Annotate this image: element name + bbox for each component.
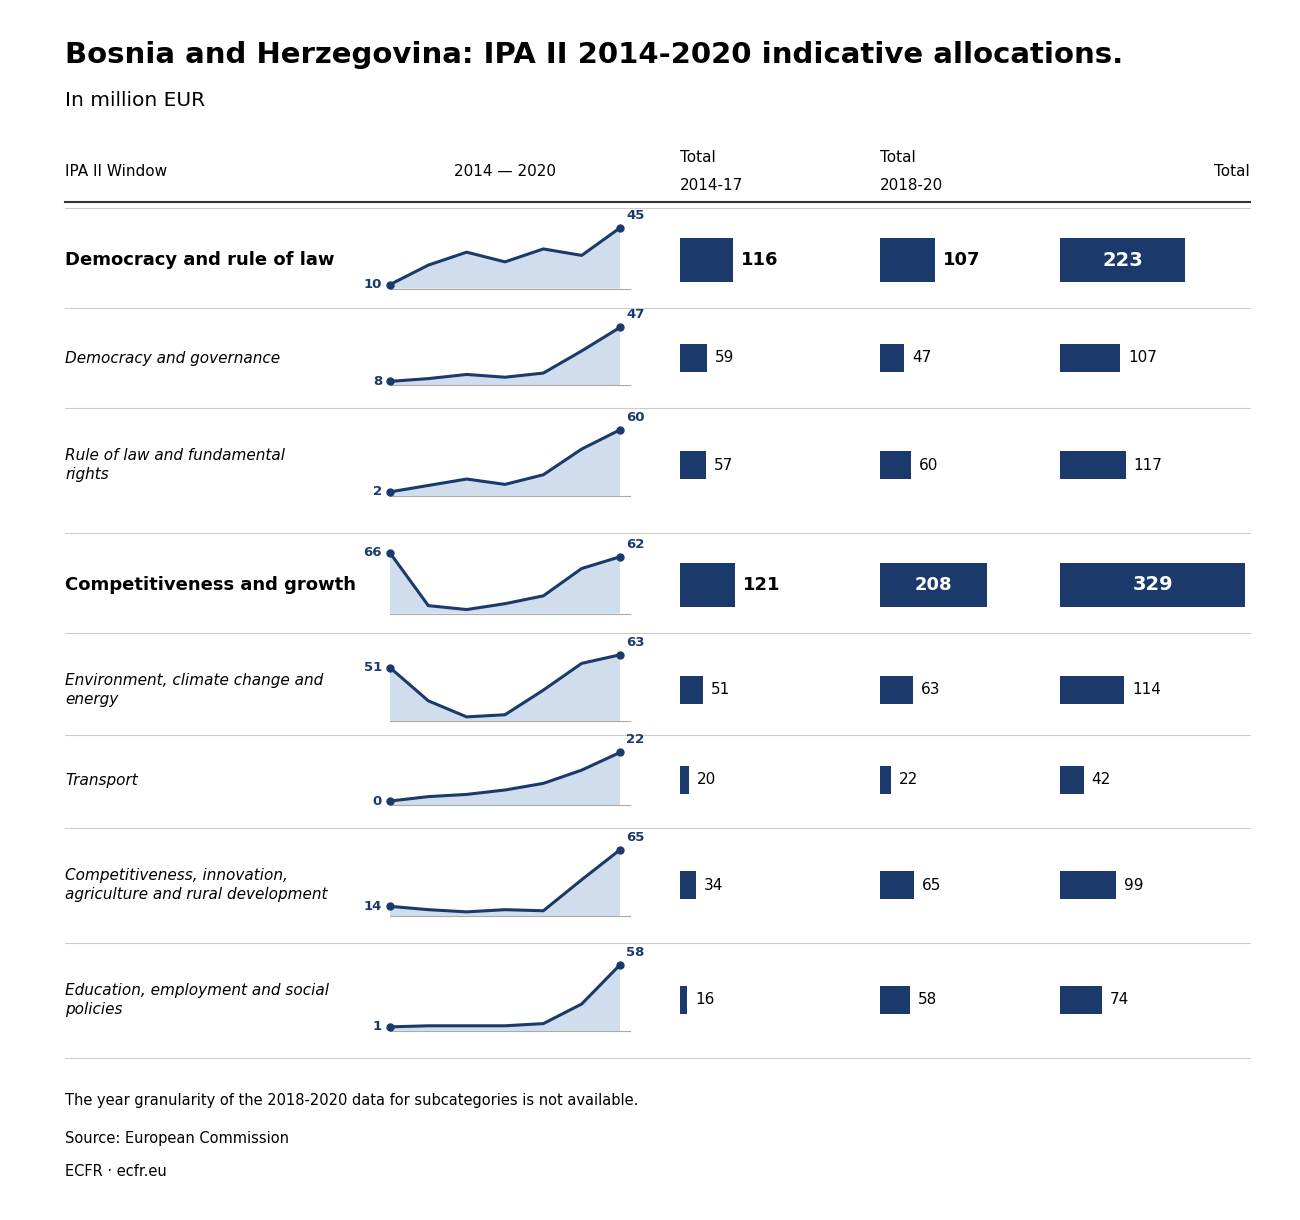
Text: Competitiveness and growth: Competitiveness and growth [65,576,356,594]
Polygon shape [390,553,620,614]
Bar [680,344,707,372]
Text: 58: 58 [918,993,937,1008]
Polygon shape [390,965,620,1031]
Text: ECFR · ecfr.eu: ECFR · ecfr.eu [65,1165,166,1180]
Text: 16: 16 [696,993,715,1008]
Bar [880,238,935,282]
Text: 1: 1 [373,1020,382,1033]
Bar [680,766,689,794]
Text: 60: 60 [627,411,645,423]
Bar [880,676,913,704]
Text: 22: 22 [900,772,919,787]
Text: 107: 107 [944,251,980,268]
Text: 223: 223 [1102,250,1143,270]
Bar [880,562,988,608]
Polygon shape [390,228,620,289]
Polygon shape [390,429,620,495]
Text: Total: Total [680,150,716,166]
Text: 65: 65 [627,831,645,844]
Text: 51: 51 [364,661,382,675]
Text: Rule of law and fundamental
rights: Rule of law and fundamental rights [65,448,285,482]
Bar [680,562,736,608]
Text: 8: 8 [373,375,382,388]
Text: 114: 114 [1132,682,1161,698]
Text: 42: 42 [1092,772,1112,787]
Text: 20: 20 [697,772,716,787]
Text: IPA II Window: IPA II Window [65,165,168,179]
Text: Democracy and governance: Democracy and governance [65,350,280,366]
Text: 2014-17: 2014-17 [680,178,744,194]
Bar [1060,871,1115,899]
Text: 47: 47 [627,309,645,321]
Text: The year granularity of the 2018-2020 data for subcategories is not available.: The year granularity of the 2018-2020 da… [65,1092,638,1108]
Polygon shape [390,850,620,916]
Bar [1060,766,1084,794]
Text: Education, employment and social
policies: Education, employment and social policie… [65,982,329,1017]
Text: 65: 65 [922,877,941,893]
Bar [1060,986,1101,1014]
Bar [1060,451,1126,479]
Bar [880,871,914,899]
Text: 63: 63 [627,636,645,649]
Text: 66: 66 [364,547,382,559]
Text: Democracy and rule of law: Democracy and rule of law [65,251,334,268]
Text: 99: 99 [1123,877,1143,893]
Text: 58: 58 [627,946,645,959]
Bar [1060,344,1121,372]
Text: 63: 63 [920,682,940,698]
Bar [880,766,892,794]
Text: Competitiveness, innovation,
agriculture and rural development: Competitiveness, innovation, agriculture… [65,867,328,903]
Bar [880,451,911,479]
Text: 329: 329 [1132,576,1173,594]
Polygon shape [390,327,620,386]
Bar [1060,238,1186,282]
Text: In million EUR: In million EUR [65,90,205,110]
Text: Environment, climate change and
energy: Environment, climate change and energy [65,672,324,708]
Text: 10: 10 [364,278,382,292]
Text: 60: 60 [919,458,939,472]
Text: 117: 117 [1134,458,1162,472]
Text: Bosnia and Herzegovina: IPA II 2014-2020 indicative allocations.: Bosnia and Herzegovina: IPA II 2014-2020… [65,41,1123,70]
Text: 121: 121 [744,576,781,594]
Bar [680,238,733,282]
Text: Transport: Transport [65,772,138,787]
Text: 22: 22 [627,733,645,747]
Text: 34: 34 [703,877,723,893]
Text: 51: 51 [711,682,731,698]
Text: Total: Total [880,150,915,166]
Text: 74: 74 [1110,993,1128,1008]
Text: 59: 59 [715,350,734,366]
Text: 0: 0 [373,794,382,808]
Bar [880,344,905,372]
Text: 2014 — 2020: 2014 — 2020 [454,165,556,179]
Text: 2018-20: 2018-20 [880,178,944,194]
Bar [1060,676,1124,704]
Text: 57: 57 [714,458,733,472]
Polygon shape [390,753,620,805]
Text: 14: 14 [364,900,382,913]
Text: Source: European Commission: Source: European Commission [65,1131,289,1146]
Bar [680,676,703,704]
Bar [680,451,706,479]
Text: 62: 62 [627,538,645,550]
Bar [880,986,910,1014]
Text: 208: 208 [915,576,953,594]
Text: Total: Total [1214,165,1251,179]
Bar [1060,562,1245,608]
Text: 2: 2 [373,486,382,499]
Text: 47: 47 [913,350,932,366]
Bar [680,871,696,899]
Text: 116: 116 [741,251,779,268]
Text: 45: 45 [627,209,645,222]
Polygon shape [390,655,620,721]
Text: 107: 107 [1128,350,1157,366]
Bar [680,986,688,1014]
